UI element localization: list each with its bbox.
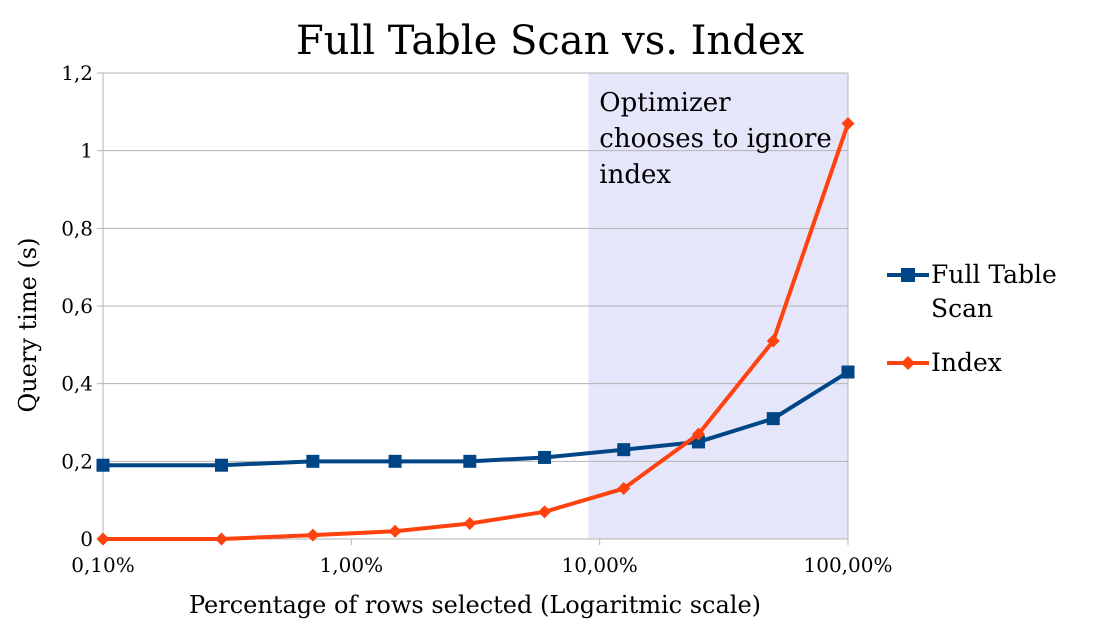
series-layer	[96, 116, 855, 546]
data-point	[214, 532, 228, 546]
data-point	[388, 454, 402, 468]
legend-swatch	[887, 268, 929, 282]
data-point	[463, 516, 477, 530]
data-point	[463, 454, 477, 468]
y-tick-label: 1	[80, 139, 93, 163]
series-line	[103, 370, 850, 468]
legend: Full Table Scan Index	[885, 258, 1085, 400]
y-axis-label: Query time (s)	[14, 238, 42, 413]
y-tick-label: 0,2	[61, 449, 93, 473]
data-point	[766, 334, 780, 348]
chart-title: Full Table Scan vs. Index	[296, 18, 805, 64]
legend-item-0: Full Table Scan	[885, 258, 1085, 326]
region-annotation: Optimizer chooses to ignore index	[599, 88, 832, 190]
data-point	[96, 532, 110, 546]
legend-marker	[901, 268, 915, 282]
legend-label: Index	[931, 348, 1002, 377]
data-point	[388, 524, 402, 538]
annotation-layer: Optimizer chooses to ignore index	[599, 88, 832, 190]
data-point	[538, 505, 552, 519]
x-tick-label: 10,00%	[562, 553, 638, 577]
data-point	[841, 365, 855, 379]
data-point	[538, 450, 552, 464]
x-tick-label: 1,00%	[320, 553, 384, 577]
legend-marker	[901, 356, 915, 370]
y-tick-label: 1,2	[61, 61, 93, 85]
data-point	[617, 482, 631, 496]
series-1	[96, 116, 855, 546]
legend-swatch	[887, 356, 929, 370]
data-point	[766, 412, 780, 426]
series-0	[96, 365, 855, 472]
data-point	[214, 458, 228, 472]
data-point	[96, 458, 110, 472]
legend-item-1: Index	[885, 346, 1085, 380]
y-tick-label: 0,4	[61, 372, 93, 396]
x-tick-label: 100,00%	[804, 553, 893, 577]
region-annotation-line: chooses to ignore	[599, 124, 832, 154]
data-point	[841, 116, 855, 130]
data-point	[306, 528, 320, 542]
y-tick-label: 0	[80, 527, 93, 551]
x-tick-label: 0,10%	[71, 553, 135, 577]
data-point	[617, 443, 631, 457]
legend-label: Full Table Scan	[931, 260, 1057, 323]
data-point	[306, 454, 320, 468]
region-annotation-line: Optimizer	[599, 88, 731, 118]
y-tick-label: 0,8	[61, 216, 93, 240]
axes: 0 0,2 0,4 0,6 0,8 1 1,2 0,10% 1,00% 10,00% 100,00%	[61, 61, 892, 577]
region-annotation-line: index	[599, 160, 671, 190]
y-tick-label: 0,6	[61, 294, 93, 318]
series-line	[103, 122, 850, 541]
data-point	[691, 427, 705, 441]
x-axis-label: Percentage of rows selected (Logaritmic …	[189, 591, 761, 619]
